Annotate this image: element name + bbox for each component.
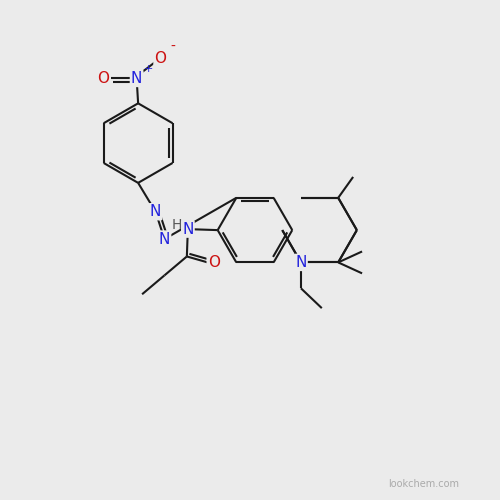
Text: N: N bbox=[150, 204, 161, 219]
Text: +: + bbox=[144, 64, 154, 74]
Text: N: N bbox=[295, 255, 306, 270]
Text: lookchem.com: lookchem.com bbox=[388, 478, 460, 488]
Text: O: O bbox=[98, 71, 110, 86]
Text: O: O bbox=[208, 255, 220, 270]
Text: O: O bbox=[154, 50, 166, 66]
Text: N: N bbox=[131, 71, 142, 86]
Text: N: N bbox=[182, 222, 194, 236]
Text: N: N bbox=[159, 232, 170, 246]
Text: -: - bbox=[170, 40, 175, 54]
Text: H: H bbox=[171, 218, 181, 232]
